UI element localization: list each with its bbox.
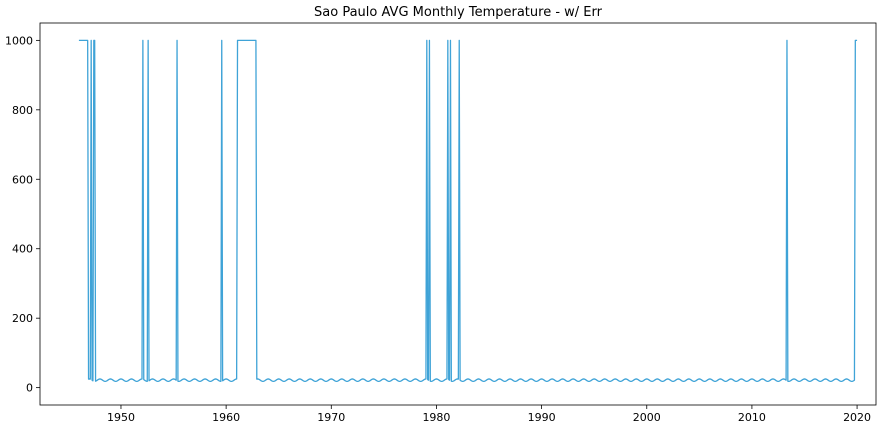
y-tick-label: 600 [12,173,33,186]
x-tick-label: 1970 [317,411,345,424]
x-tick-label: 1950 [107,411,135,424]
x-tick-label: 2020 [843,411,871,424]
x-tick-label: 2010 [738,411,766,424]
plot-area [39,22,877,406]
series-line [78,39,858,383]
x-tick-label: 2000 [633,411,661,424]
y-tick-label: 400 [12,243,33,256]
y-axis: 0 200 400 600 800 1000 [5,34,40,395]
y-tick-label: 800 [12,104,33,117]
chart-title: Sao Paulo AVG Monthly Temperature - w/ E… [314,5,603,20]
plot-frame [39,22,877,406]
x-tick-label: 1960 [212,411,240,424]
y-tick-label: 0 [26,382,33,395]
x-tick-label: 1980 [422,411,450,424]
y-tick-label: 200 [12,312,33,325]
x-axis: 1950 1960 1970 1980 1990 2000 2010 2020 [107,405,871,424]
y-tick-label: 1000 [5,34,33,47]
x-tick-label: 1990 [528,411,556,424]
